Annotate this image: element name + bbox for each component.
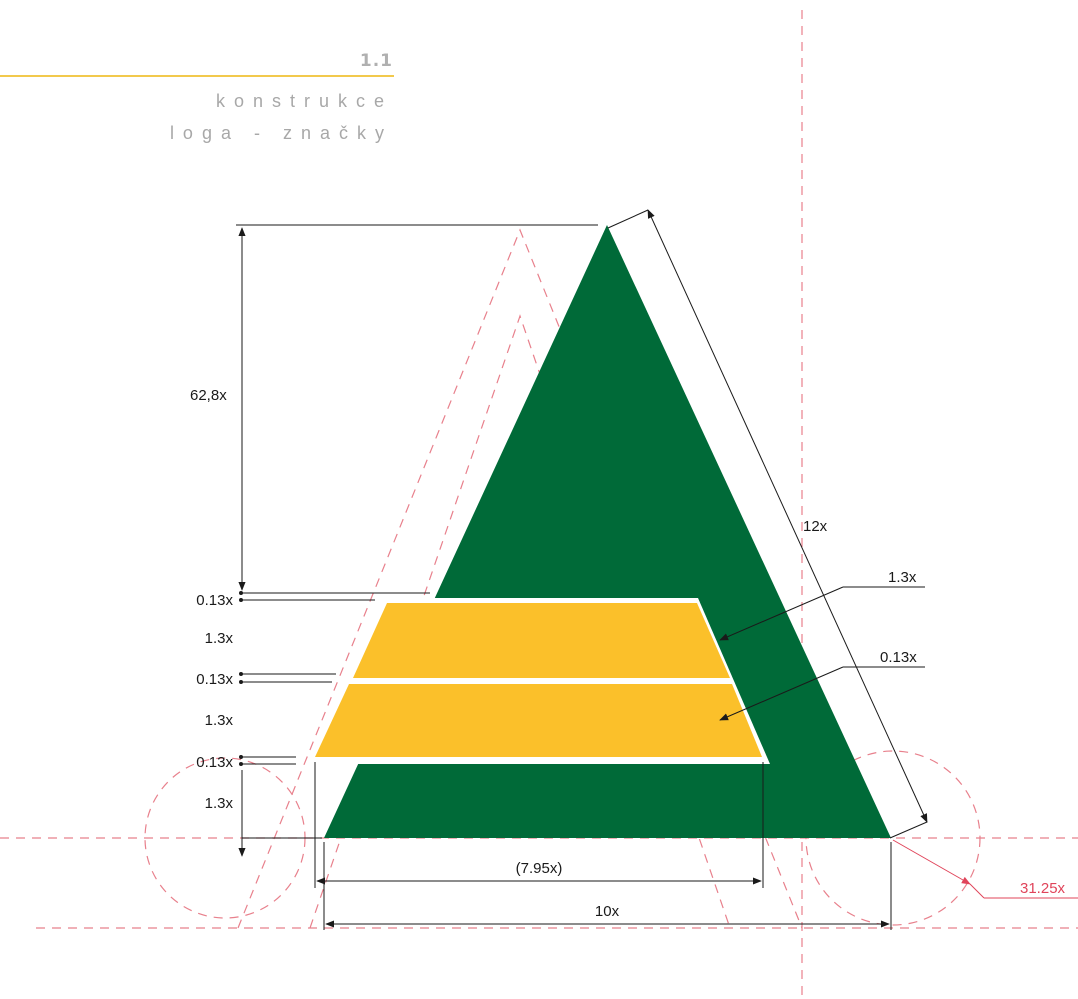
tick-dot [239,591,243,595]
label-band1-height: 1.3x [205,630,234,647]
radius-callout [892,839,1078,899]
radius-leader [892,839,971,885]
dimension-lines [236,209,928,930]
dimension-labels: 62,8x 12x 0.13x 1.3x 0.13x 1.3x 0.13x 1.… [190,387,1066,920]
tick-dot [239,672,243,676]
label-callout-gap: 0.13x [880,649,917,666]
label-callout-band: 1.3x [888,569,917,586]
tick-dot [239,680,243,684]
callout-gap-leader [719,666,844,721]
label-gap-top: 0.13x [196,592,233,609]
section-number: 1.1 [360,51,393,71]
label-band2-height: 1.3x [205,712,234,729]
label-inner-width: (7.95x) [516,860,563,877]
label-gap-mid: 0.13x [196,671,233,688]
header: 1.1 konstrukce loga - značky [0,51,394,143]
callout-band-leader [719,586,844,641]
tick-dot [239,762,243,766]
radius-shelf [969,883,985,899]
side-length-dim [647,209,928,823]
tick-dots [239,591,243,766]
tick-dot [239,755,243,759]
label-base-band-height: 1.3x [205,795,234,812]
side-ext-bottom [889,821,928,839]
title-line-1: konstrukce [216,91,393,111]
label-side-length: 12x [803,518,828,535]
label-gap-bottom: 0.13x [196,754,233,771]
label-height-total: 62,8x [190,387,227,404]
label-base-width: 10x [595,903,620,920]
yellow-band-top [353,603,730,678]
tick-dot [239,598,243,602]
title-line-2: loga - značky [170,123,393,143]
label-corner-radius: 31.25x [1020,880,1066,897]
side-ext-top [607,209,649,229]
yellow-band-bottom [315,684,762,757]
